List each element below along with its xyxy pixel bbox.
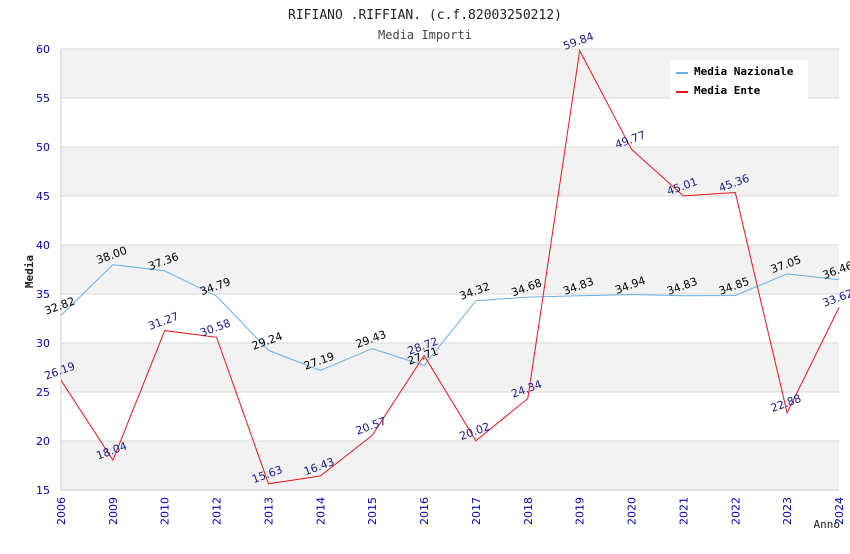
background-bands [61, 49, 839, 490]
x-tick-label: 2019 [574, 497, 587, 525]
axes: 15 20 25 30 35 40 45 50 55 60 2006 2009 2010 2012 2013… [36, 43, 846, 525]
x-tick-label: 2022 [729, 497, 742, 525]
legend: Media Nazionale Media Ente [670, 60, 808, 102]
y-tick-label: 25 [36, 386, 50, 399]
background-band [61, 441, 839, 490]
x-tick-label: 2009 [107, 497, 120, 525]
y-tick-label: 45 [36, 190, 50, 203]
x-tick-label: 2010 [159, 497, 172, 525]
x-tick-label: 2013 [262, 497, 275, 525]
y-tick-label: 40 [36, 239, 50, 252]
x-tick-label: 2015 [366, 497, 379, 525]
x-tick-label: 2012 [211, 497, 224, 525]
data-label: 30.58 [198, 317, 232, 340]
y-tick-label: 60 [36, 43, 50, 56]
x-tick-label: 2014 [314, 497, 327, 525]
x-tick-label: 2021 [677, 497, 690, 525]
series-line-media-nazionale [60, 264, 840, 372]
background-band [61, 245, 839, 294]
background-band [61, 343, 839, 392]
x-tick-label: 2020 [626, 497, 639, 525]
data-label: 22.88 [769, 392, 803, 415]
chart-title: RIFIANO .RIFFIAN. (c.f.82003250212) [288, 8, 562, 23]
x-tick-label: 2018 [522, 497, 535, 525]
x-tick-label: 2017 [470, 497, 483, 525]
chart-subtitle: Media Importi [378, 28, 472, 42]
x-tick-label: 2023 [781, 497, 794, 525]
x-tick-label: 2006 [55, 497, 68, 525]
y-tick-label: 50 [36, 141, 50, 154]
x-tick-label: 2024 [833, 497, 846, 525]
y-tick-label: 30 [36, 337, 50, 350]
legend-box [670, 60, 808, 102]
y-tick-label: 15 [36, 484, 50, 497]
y-tick-label: 35 [36, 288, 50, 301]
series-lines [60, 49, 840, 485]
x-axis-label: Anno [814, 518, 841, 531]
x-tick-label: 2016 [418, 497, 431, 525]
gridlines [61, 48, 839, 491]
y-tick-label: 20 [36, 435, 50, 448]
y-tick-label: 55 [36, 92, 50, 105]
legend-entry: Media Ente [694, 84, 761, 97]
data-label: 20.57 [354, 415, 388, 438]
background-band [61, 147, 839, 196]
series-line-media-ente [60, 49, 840, 485]
data-label: 31.27 [147, 310, 181, 333]
y-axis-label: Media [23, 255, 36, 288]
legend-entry: Media Nazionale [694, 65, 794, 78]
